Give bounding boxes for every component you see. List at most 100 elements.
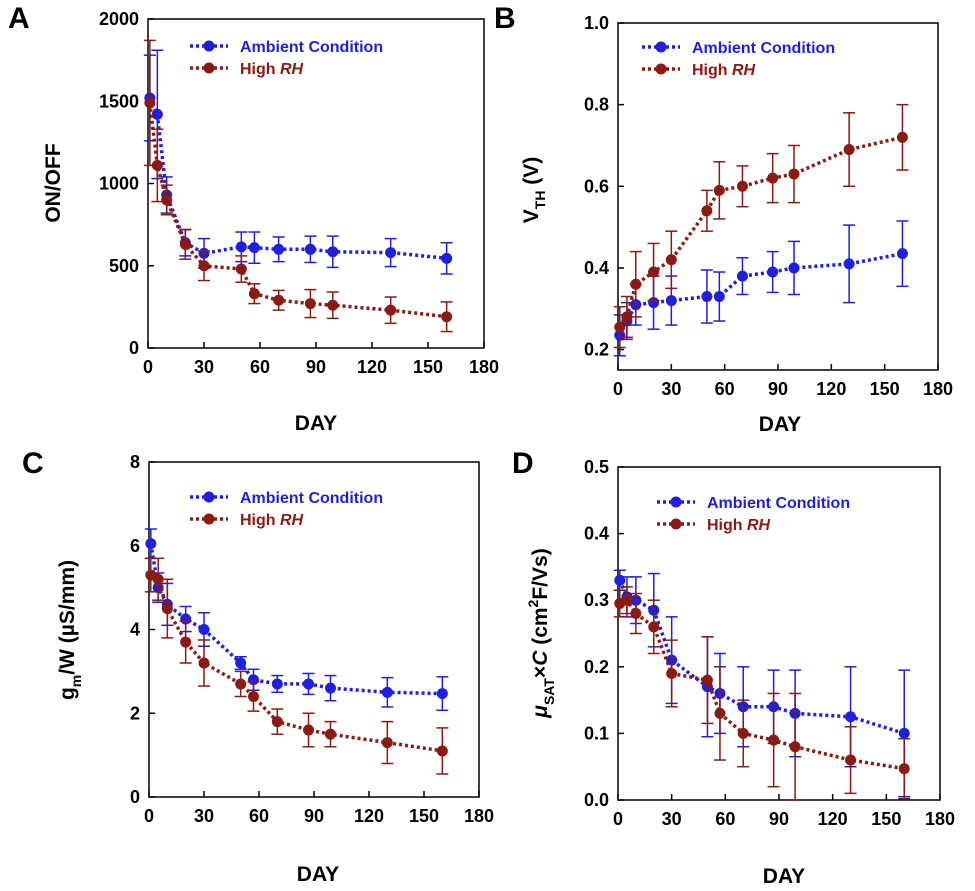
y-tick-label: 2000 [99,9,139,29]
x-tick-label: 0 [144,806,154,826]
data-point-ambient [767,266,779,278]
y-tick-label: 0.0 [584,790,609,810]
plot-frame-b [617,22,939,371]
data-point-ambient [898,727,910,739]
x-tick-label: 90 [768,379,788,399]
data-point-ambient [436,688,448,700]
data-point-high-rh [736,180,748,192]
data-point-high-rh [666,667,678,679]
y-tick-label: 8 [130,452,140,472]
legend-label-ambient: Ambient Condition [240,39,383,56]
x-tick-label: 60 [715,379,735,399]
legend-label-ambient: Ambient Condition [240,490,383,507]
data-point-high-rh [896,131,908,143]
data-point-high-rh [614,321,626,333]
data-point-high-rh [665,254,677,266]
data-point-high-rh [385,304,397,316]
data-point-ambient [701,291,713,303]
legend-label-ambient: Ambient Condition [692,40,835,57]
series-line-high-rh [618,135,903,329]
y-tick-label: 0.5 [584,457,609,477]
series-layer-d [613,569,911,801]
data-point-high-rh [788,168,800,180]
grid-marks-a: 0 30 60 90 120 150 180 0 500 1000 1500 2000 [99,9,499,377]
x-tick-label: 180 [925,809,955,829]
y-tick-label: 0.2 [584,657,609,677]
data-point-high-rh [273,294,285,306]
data-point-high-rh [436,745,448,757]
y-tick-label: 0.4 [584,524,609,544]
data-point-high-rh [789,741,801,753]
x-axis-label-c: DAY [297,863,339,886]
y-tick-label: 0.8 [584,95,609,115]
grid-marks-c: 0 30 60 90 120 150 180 0 2 4 6 8 [130,452,494,826]
data-point-high-rh [327,299,339,311]
data-point-ambient [198,624,210,635]
legend-marker-high-rh [670,518,682,530]
x-tick-label: 30 [194,357,214,377]
y-axis-label-c: gm/W (µS/mm) [56,560,84,700]
data-point-high-rh [630,278,642,290]
x-tick-label: 60 [715,809,735,829]
series-high-rh [144,557,449,775]
data-point-ambient [665,295,677,307]
series-line-high-rh [149,573,443,753]
data-point-ambient [327,246,339,258]
grid-marks-d: 0 30 60 90 120 150 180 0.0 0.1 0.2 0.3 0.4 0.5 [584,457,955,829]
data-point-ambient [235,657,247,669]
series-line-high-rh [148,102,447,319]
panel-c: C 0 30 60 90 120 150 180 0 2 4 6 8 DAY gm/W (µS/mm)… [22,447,494,886]
x-tick-label: 150 [409,806,439,826]
data-point-high-rh [701,674,713,686]
data-point-ambient [845,711,857,723]
x-tick-label: 120 [354,806,384,826]
legend-label-high-rh: High RH [240,512,304,529]
x-tick-label: 120 [357,357,387,377]
panel-b: B 0 30 60 90 120 150 180 0.2 0.4 0.6 0.8 1.0 DAY VT… [494,2,953,436]
data-point-high-rh [714,707,726,719]
y-tick-label: 0 [130,787,140,807]
x-tick-label: 150 [870,379,900,399]
y-tick-label: 0.6 [584,176,609,196]
legend-b: Ambient Condition High RH [642,40,835,79]
legend-c: Ambient Condition High RH [190,490,383,529]
series-ambient [143,49,453,275]
legend-label-high-rh: High RH [707,517,771,534]
panel-letter-a: A [8,2,30,35]
data-point-high-rh [304,298,316,310]
y-tick-label: 0 [129,338,139,358]
series-line-ambient [148,97,447,261]
x-axis-label-d: DAY [763,865,805,888]
data-point-high-rh [144,97,156,109]
series-layer-c [144,528,449,775]
x-tick-label: 180 [923,379,953,399]
y-tick-label: 1.0 [584,13,609,33]
legend-label-high-rh: High RH [240,61,304,78]
data-point-high-rh [248,691,259,702]
y-tick-label: 6 [130,536,140,556]
data-point-high-rh [701,205,713,217]
series-layer-a [143,39,453,333]
data-point-high-rh [303,724,314,736]
data-point-ambient [151,108,163,120]
data-point-ambient [325,682,336,694]
series-line-high-rh [619,597,905,771]
series-ambient [613,220,909,357]
data-point-high-rh [621,311,633,323]
x-tick-label: 0 [613,379,623,399]
legend-marker-high-rh [203,62,215,74]
data-point-high-rh [235,263,247,275]
data-point-high-rh [198,657,210,669]
legend-d: Ambient Condition High RH [657,495,850,534]
data-point-high-rh [325,728,336,740]
data-point-high-rh [621,594,633,606]
x-tick-label: 60 [249,806,269,826]
data-point-ambient [614,574,626,586]
panel-letter-b: B [494,2,516,35]
panel-a: A 0 30 60 90 120 150 180 0 500 1000 1500 2000 DAY O… [8,2,499,435]
data-point-high-rh [768,734,780,746]
x-axis-label-a: DAY [295,412,337,435]
panel-letter-d: D [512,447,534,480]
data-point-high-rh [898,763,910,775]
